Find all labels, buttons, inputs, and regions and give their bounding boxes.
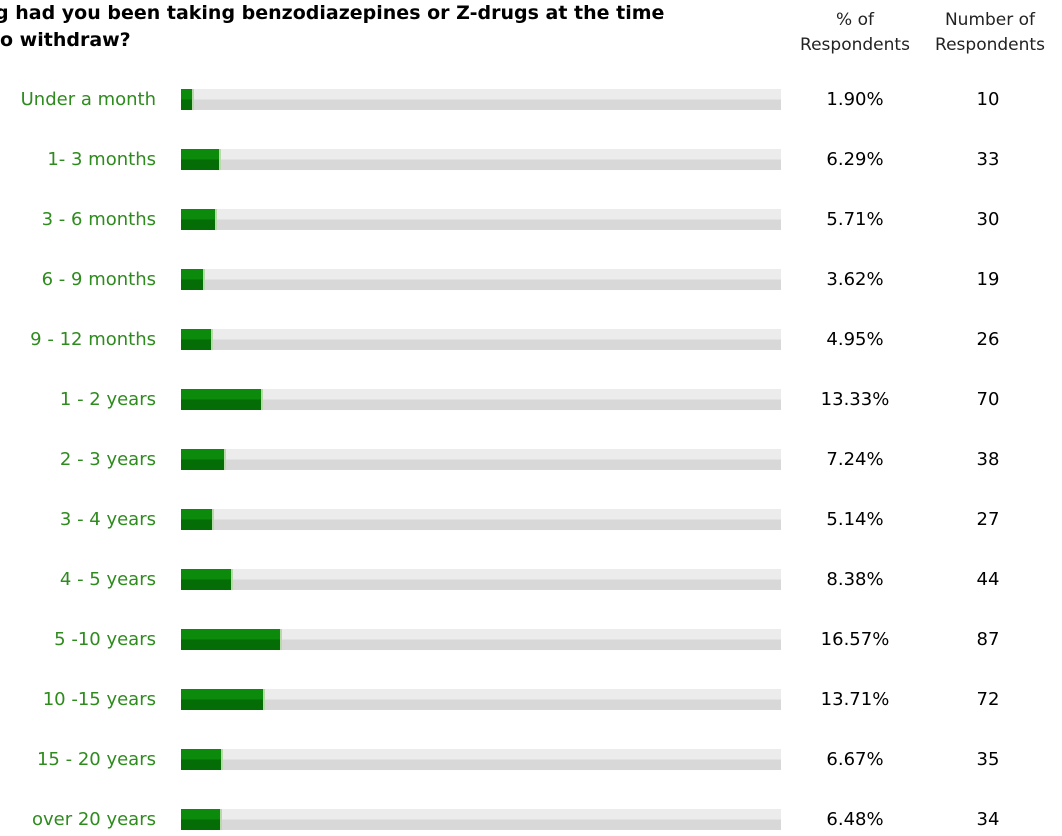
bar bbox=[181, 389, 263, 410]
percent-value: 5.71% bbox=[826, 209, 884, 230]
category-label: 3 - 4 years bbox=[59, 509, 156, 530]
chart-row: 4 - 5 years 8.38% 44 bbox=[0, 565, 1062, 595]
bar-track bbox=[181, 509, 781, 530]
percent-value: 4.95% bbox=[826, 329, 884, 350]
count-value: 33 bbox=[976, 149, 1000, 170]
percent-value: 13.33% bbox=[820, 389, 890, 410]
percent-value: 6.67% bbox=[826, 749, 884, 770]
count-column-header: Number of Respondents bbox=[935, 10, 1045, 55]
bar bbox=[181, 689, 265, 710]
percent-value: 1.90% bbox=[826, 89, 884, 110]
percent-value: 6.48% bbox=[826, 809, 884, 830]
percent-value: 8.38% bbox=[826, 569, 884, 590]
bar bbox=[181, 509, 214, 530]
bar bbox=[181, 449, 226, 470]
chart-row: 15 - 20 years 6.67% 35 bbox=[0, 745, 1062, 775]
category-label: 5 -10 years bbox=[54, 629, 156, 650]
category-label: 10 -15 years bbox=[42, 689, 156, 710]
chart-row: over 20 years 6.48% 34 bbox=[0, 805, 1062, 835]
chart-row: 3 - 4 years 5.14% 27 bbox=[0, 505, 1062, 535]
bar-track bbox=[181, 389, 781, 410]
category-label: 1- 3 months bbox=[47, 149, 156, 170]
count-value: 38 bbox=[976, 449, 1000, 470]
percent-value: 7.24% bbox=[826, 449, 884, 470]
category-label: 9 - 12 months bbox=[30, 329, 156, 350]
bar bbox=[181, 149, 221, 170]
bar bbox=[181, 629, 282, 650]
bar-track bbox=[181, 809, 781, 830]
chart-title: g had you been taking benzodiazepines or… bbox=[0, 2, 665, 51]
chart-row: 9 - 12 months 4.95% 26 bbox=[0, 325, 1062, 355]
chart-row: 6 - 9 months 3.62% 19 bbox=[0, 265, 1062, 295]
category-label: 15 - 20 years bbox=[36, 749, 156, 770]
bar-track bbox=[181, 329, 781, 350]
bar bbox=[181, 209, 217, 230]
percent-value: 13.71% bbox=[820, 689, 890, 710]
percent-value: 16.57% bbox=[820, 629, 890, 650]
chart-row: 5 -10 years 16.57% 87 bbox=[0, 625, 1062, 655]
bar-track bbox=[181, 749, 781, 770]
chart-row: 1- 3 months 6.29% 33 bbox=[0, 145, 1062, 175]
chart-row: 3 - 6 months 5.71% 30 bbox=[0, 205, 1062, 235]
category-label: 6 - 9 months bbox=[41, 269, 156, 290]
bar-track bbox=[181, 449, 781, 470]
bar-track bbox=[181, 149, 781, 170]
count-value: 34 bbox=[976, 809, 1000, 830]
bar-track bbox=[181, 629, 781, 650]
bar bbox=[181, 569, 233, 590]
bar bbox=[181, 269, 205, 290]
chart-row: 2 - 3 years 7.24% 38 bbox=[0, 445, 1062, 475]
count-value: 44 bbox=[976, 569, 1000, 590]
category-label: 1 - 2 years bbox=[59, 389, 156, 410]
bar-track bbox=[181, 689, 781, 710]
count-value: 27 bbox=[976, 509, 1000, 530]
chart-row: 1 - 2 years 13.33% 70 bbox=[0, 385, 1062, 415]
chart-row: Under a month 1.90% 10 bbox=[0, 85, 1062, 115]
percent-value: 5.14% bbox=[826, 509, 884, 530]
count-value: 70 bbox=[976, 389, 1000, 410]
count-value: 10 bbox=[976, 89, 1000, 110]
bar bbox=[181, 89, 194, 110]
bar bbox=[181, 749, 223, 770]
category-label: Under a month bbox=[20, 89, 156, 110]
percent-column-header: % of Respondents bbox=[800, 10, 910, 55]
bar bbox=[181, 809, 222, 830]
bar-track bbox=[181, 89, 781, 110]
category-label: 4 - 5 years bbox=[59, 569, 156, 590]
category-label: over 20 years bbox=[31, 809, 156, 830]
category-label: 3 - 6 months bbox=[41, 209, 156, 230]
count-value: 72 bbox=[976, 689, 1000, 710]
count-value: 19 bbox=[976, 269, 1000, 290]
count-value: 35 bbox=[976, 749, 1000, 770]
percent-value: 3.62% bbox=[826, 269, 884, 290]
category-label: 2 - 3 years bbox=[59, 449, 156, 470]
bar bbox=[181, 329, 213, 350]
percent-value: 6.29% bbox=[826, 149, 884, 170]
count-value: 26 bbox=[976, 329, 1000, 350]
count-value: 87 bbox=[976, 629, 1000, 650]
count-value: 30 bbox=[976, 209, 1000, 230]
bar-track bbox=[181, 269, 781, 290]
bar-track bbox=[181, 569, 781, 590]
chart-row: 10 -15 years 13.71% 72 bbox=[0, 685, 1062, 715]
bar-track bbox=[181, 209, 781, 230]
